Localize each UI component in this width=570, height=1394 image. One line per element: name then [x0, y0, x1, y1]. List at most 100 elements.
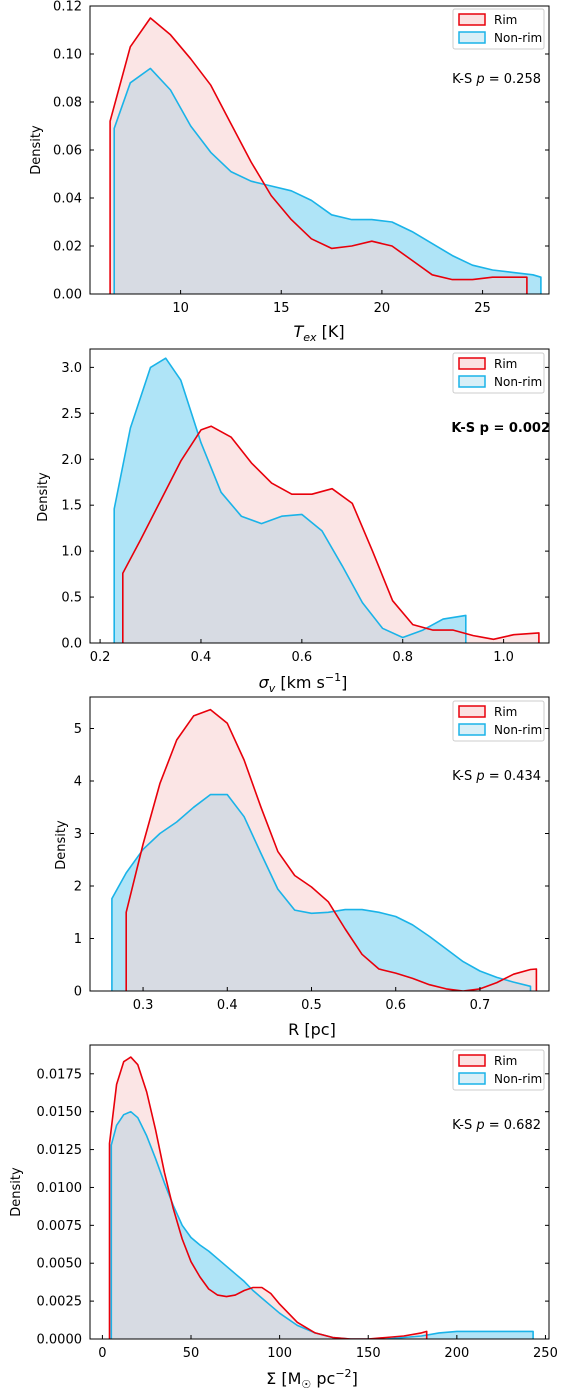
x-tick-label: 0.8: [392, 650, 413, 665]
panel-tex: 10 15 20 25 0.00 0.02 0.04 0.06 0.08 0.10 0.12 Tex…: [29, 0, 550, 344]
panel-tex-xlabel: Tex [K]: [293, 322, 344, 344]
panel-tex-ticks: 10 15 20 25 0.00 0.02 0.04 0.06 0.08 0.10 0.12: [53, 0, 549, 316]
legend-label-nonrim: Non-rim: [494, 723, 542, 737]
series-rim-line: [122, 425, 540, 643]
legend-label-rim: Rim: [494, 705, 517, 719]
y-tick-label: 0.12: [53, 0, 82, 15]
panel-surface-ticks: 0 50 100 150 200 250 0.0000 0.0025 0.0050 0.0075 0…: [37, 1067, 558, 1361]
overlap-fill: [122, 434, 466, 643]
y-tick-label: 0.0050: [37, 1257, 83, 1272]
panel-sigma-ylabel: Density: [36, 472, 51, 522]
overlap-fill: [114, 68, 527, 294]
panel-sigma-areas: [113, 357, 540, 643]
legend-swatch-rim: [458, 13, 486, 26]
x-tick-label: 0.5: [301, 998, 322, 1013]
series-non-rim-line: [113, 357, 467, 643]
x-tick-label: 1.0: [493, 650, 514, 665]
x-tick-label: 0.6: [385, 998, 406, 1013]
panel-surface-ylabel: Density: [9, 1167, 24, 1217]
y-tick-label: 0.10: [53, 48, 82, 63]
series-non-rim-line: [113, 67, 542, 294]
y-tick-label: 1: [74, 932, 82, 947]
y-tick-label: 0.0150: [37, 1105, 83, 1120]
series-rim-line: [109, 17, 528, 294]
y-tick-label: 1.5: [61, 499, 82, 514]
legend-swatch-nonrim: [458, 723, 486, 736]
legend-label-nonrim: Non-rim: [494, 375, 542, 389]
panel-radius-areas: [111, 708, 538, 991]
y-tick-label: 3: [74, 827, 82, 842]
overlap-fill: [111, 1111, 427, 1339]
panel-radius-xlabel: R [pc]: [288, 1020, 336, 1039]
panel-sigma-ks-annotation: K-S p = 0.002: [451, 421, 550, 436]
panel-radius-legend: Rim Non-rim: [452, 700, 545, 742]
y-tick-label: 2: [74, 880, 82, 895]
x-tick-label: 250: [533, 1346, 558, 1361]
y-tick-label: 0.0000: [37, 1333, 83, 1348]
y-tick-label: 0.02: [53, 240, 82, 255]
y-tick-label: 0.08: [53, 96, 82, 111]
y-tick-label: 0.0: [61, 637, 82, 652]
panel-sigma-frame: [89, 348, 550, 644]
panel-surface-xlabel: Σ [M☉ pc−2]: [266, 1367, 358, 1391]
y-tick-label: 0.0125: [37, 1143, 83, 1158]
panel-radius-ylabel: Density: [54, 820, 69, 870]
y-tick-label: 1.0: [61, 545, 82, 560]
panel-sigma: 0.2 0.4 0.6 0.8 1.0 0.0 0.5 1.0 1.5 2.0 2.5 3.0 σv …: [36, 348, 550, 695]
y-tick-label: 0.0075: [37, 1219, 83, 1234]
x-tick-label: 0.3: [133, 998, 154, 1013]
legend-label-rim: Rim: [494, 1054, 517, 1068]
series-non-rim-line: [110, 1110, 534, 1339]
x-tick-label: 100: [267, 1346, 292, 1361]
y-tick-label: 0: [74, 985, 82, 1000]
y-tick-label: 2.0: [61, 453, 82, 468]
y-tick-label: 0.5: [61, 591, 82, 606]
legend-swatch-nonrim: [458, 31, 486, 44]
x-tick-label: 0.6: [292, 650, 313, 665]
y-tick-label: 0.00: [53, 288, 82, 303]
legend-label-rim: Rim: [494, 13, 517, 27]
x-tick-label: 150: [356, 1346, 381, 1361]
panel-sigma-ticks: 0.2 0.4 0.6 0.8 1.0 0.0 0.5 1.0 1.5 2.0 2.5 3.0: [61, 361, 549, 665]
y-tick-label: 3.0: [61, 361, 82, 376]
legend-swatch-nonrim: [458, 375, 486, 388]
y-tick-label: 0.06: [53, 144, 82, 159]
x-tick-label: 25: [474, 301, 491, 316]
y-tick-label: 2.5: [61, 407, 82, 422]
y-tick-label: 0.04: [53, 192, 82, 207]
x-tick-label: 0.7: [470, 998, 491, 1013]
x-tick-label: 15: [273, 301, 290, 316]
overlap-fill: [126, 794, 531, 991]
y-tick-label: 0.0100: [37, 1181, 83, 1196]
x-tick-label: 200: [444, 1346, 469, 1361]
x-tick-label: 50: [183, 1346, 200, 1361]
x-tick-label: 0.4: [191, 650, 212, 665]
y-tick-label: 0.0025: [37, 1295, 83, 1310]
y-tick-label: 4: [74, 775, 82, 790]
panel-tex-frame: [89, 5, 550, 295]
panel-tex-legend: Rim Non-rim: [452, 8, 545, 50]
series-rim-line: [125, 708, 538, 991]
x-tick-label: 0.2: [90, 650, 111, 665]
panel-radius: 0.3 0.4 0.5 0.6 0.7 0 1 2 3 4 5 R [pc] Density Rim…: [54, 696, 550, 1039]
series-non-rim-line: [111, 793, 532, 991]
y-tick-label: 5: [74, 722, 82, 737]
panel-surface-frame: [89, 1044, 550, 1340]
y-tick-label: 0.0175: [37, 1067, 83, 1082]
series-non-rim-fill: [111, 1111, 534, 1339]
panel-radius-ks-annotation: K-S p = 0.434: [452, 769, 541, 784]
panel-sigma-surface: 0 50 100 150 200 250 0.0000 0.0025 0.0050 0.0075 0…: [9, 1044, 558, 1391]
legend-swatch-rim: [458, 357, 486, 370]
panel-sigma-legend: Rim Non-rim: [452, 352, 545, 394]
series-rim-line: [108, 1056, 428, 1339]
legend-label-nonrim: Non-rim: [494, 1072, 542, 1086]
panel-tex-ks-annotation: K-S p = 0.258: [452, 72, 541, 87]
panel-tex-areas: [109, 17, 542, 294]
x-tick-label: 0.4: [217, 998, 238, 1013]
legend-swatch-rim: [458, 705, 486, 718]
x-tick-label: 20: [374, 301, 391, 316]
panel-sigma-xlabel: σv [km s−1]: [259, 671, 348, 695]
panel-radius-ticks: 0.3 0.4 0.5 0.6 0.7 0 1 2 3 4 5: [74, 722, 549, 1013]
legend-swatch-nonrim: [458, 1072, 486, 1085]
